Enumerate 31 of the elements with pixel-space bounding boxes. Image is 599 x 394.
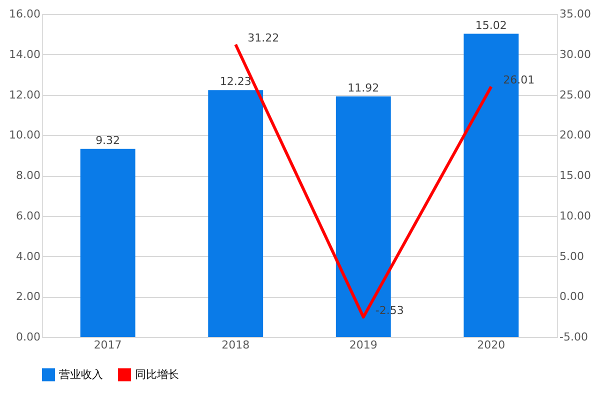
y-tick-label: 8.00 [16, 169, 40, 182]
legend-label: 营业收入 [59, 368, 103, 381]
y-tick-label: 10.00 [9, 128, 40, 142]
y-tick-label: 12.00 [9, 88, 40, 102]
data-label: 12.23 [220, 75, 252, 88]
y2-tick-label: 25.00 [560, 88, 591, 102]
legend-label: 同比增长 [135, 368, 179, 381]
bar [208, 90, 264, 337]
x-tick-label: 2017 [94, 338, 122, 352]
x-tick-label: 2019 [349, 338, 378, 352]
data-label: 9.32 [96, 134, 120, 147]
x-tick-label: 2020 [477, 338, 506, 352]
y2-tick-label: 35.00 [560, 8, 591, 20]
y-tick-label: 16.00 [9, 8, 40, 20]
y-tick-label: 6.00 [16, 209, 40, 222]
y2-tick-label: -5.00 [560, 330, 588, 344]
y-tick-label: 0.00 [16, 330, 40, 344]
y2-tick-label: 15.00 [560, 169, 591, 182]
y2-tick-label: 5.00 [560, 250, 584, 263]
x-tick-label: 2018 [222, 338, 250, 352]
y2-tick-label: 30.00 [560, 48, 591, 61]
data-label: 15.02 [475, 18, 507, 32]
data-label: 31.22 [248, 32, 280, 45]
y2-tick-label: 10.00 [560, 209, 591, 222]
bar [80, 148, 136, 337]
y-tick-label: 2.00 [16, 290, 40, 304]
data-label: 11.92 [348, 81, 380, 94]
y-tick-label: 4.00 [16, 250, 40, 263]
y2-tick-label: 20.00 [560, 128, 591, 142]
y-tick-label: 14.00 [9, 48, 40, 61]
y2-tick-label: 0.00 [560, 290, 584, 304]
